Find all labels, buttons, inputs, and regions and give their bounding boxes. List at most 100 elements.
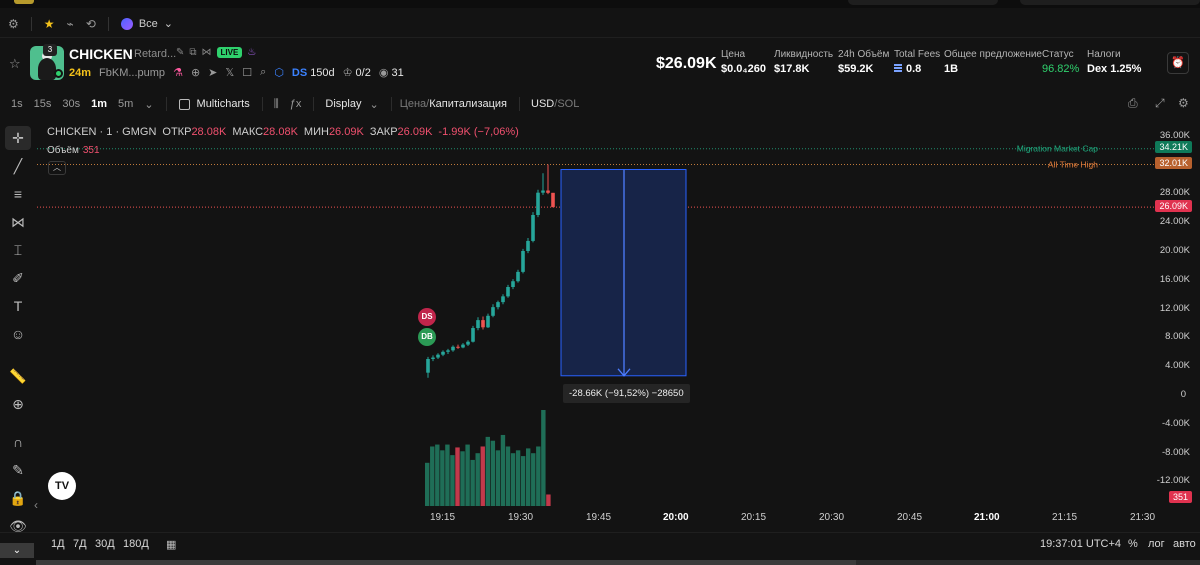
horizontal-lines-icon[interactable]: ≡ [13,186,23,202]
percent-toggle[interactable]: % [1128,538,1138,550]
ds-icon[interactable]: ⬡ [274,67,284,79]
app-logo[interactable] [14,0,34,4]
chain-select-label: Все [138,17,158,30]
x-icon[interactable]: 𝕏 [225,67,235,79]
lock-icon[interactable]: 🔒 [9,490,27,506]
usd-toggle[interactable]: USD [531,98,555,110]
indicators-icon[interactable]: ⫼ [273,97,279,110]
chain-select[interactable]: Все ⌄ [120,17,174,30]
candle-body [536,192,540,215]
token-address[interactable]: FbKM...pump [99,66,166,79]
chevron-down-icon[interactable]: ⌄ [144,98,154,111]
copy-icon[interactable]: ⧉ [189,47,197,58]
trendline-icon[interactable]: ╱ [13,158,23,174]
zoom-in-icon[interactable]: ⊕ [12,396,24,412]
clock-timezone[interactable]: 19:37:01 UTC+4 [1040,538,1122,550]
crosshair-icon[interactable]: ✛ [5,126,31,150]
volume-bar [520,456,526,506]
calendar-icon[interactable]: ▦ [166,539,177,551]
share-icon[interactable]: ⋈ [201,47,212,58]
range-7d[interactable]: 7Д [73,538,87,550]
legend-low-value: 26.09K [328,126,364,138]
star-icon[interactable]: ★ [43,16,55,31]
pump-icon[interactable]: ⚗ [173,67,183,79]
timeframe-5m[interactable]: 5m [118,98,134,110]
db-marker[interactable]: DB [418,328,436,346]
collapse-legend-button[interactable]: ︿ [48,161,66,175]
fullscreen-icon[interactable]: ⤢ [1155,96,1165,110]
display-button[interactable]: Display [325,98,362,110]
history-icon[interactable]: ⟲ [85,16,96,31]
top-search-pill[interactable] [848,0,998,5]
settings-icon[interactable]: ⚙ [1178,96,1189,110]
settings-icon[interactable]: ⚙ [8,16,19,31]
divider [390,97,392,111]
volume-bar [495,450,501,506]
favorite-star-icon[interactable]: ☆ [9,56,21,71]
price-toggle[interactable]: Цена [399,98,427,110]
multicharts-checkbox[interactable] [178,98,190,110]
globe-icon[interactable]: ⊕ [190,67,201,79]
x-tick-label: 19:30 [508,512,534,523]
edit-icon[interactable]: ✎ [176,47,185,58]
brush-icon[interactable]: ✐ [12,270,24,286]
legend-high: МАКС28.08K [232,126,298,138]
auto-toggle[interactable]: авто [1173,538,1196,550]
log-toggle[interactable]: лог [1148,538,1165,550]
range-180d[interactable]: 180Д [123,538,149,550]
top-account-pill[interactable] [1020,0,1200,5]
divider [519,97,521,111]
magnet-icon[interactable]: ∩ [12,434,24,450]
chevron-down-icon[interactable]: ⌄ [369,98,379,111]
legend-low: МИН26.09K [304,126,364,138]
mcap-toggle[interactable]: Капитализация [429,98,508,110]
candle-body [551,192,555,208]
legend-change: -1.99K (−7,06%) [438,126,519,138]
crown-icon: ♔ [342,67,353,79]
chevron-left-icon[interactable]: ‹ [34,498,38,512]
alarm-button[interactable]: ⏰ [1167,52,1189,74]
volume-bar [445,444,450,506]
stat-taxes: Налоги Dex 1.25% [1087,49,1141,75]
tradingview-logo[interactable]: TV [48,472,76,500]
lock-drawing-icon[interactable]: ✎ [12,462,24,478]
ruler-icon[interactable]: 📏 [9,368,27,384]
measure-icon[interactable]: ⌶ [13,242,23,258]
stat-status: Статус 96.82% [1042,49,1079,75]
camera-icon[interactable]: ⎙ [1128,96,1138,110]
function-icon[interactable]: ƒx [289,98,302,110]
chevron-down-icon: ⌄ [163,18,174,30]
price-chart[interactable]: Migration Market Cap All Time High [37,120,1197,530]
x-tick-label: 20:30 [819,512,845,523]
emoji-icon[interactable]: ☺ [10,326,26,342]
timeframe-30s[interactable]: 30s [62,98,81,110]
text-icon[interactable]: T [13,298,23,314]
range-30d[interactable]: 30Д [95,538,115,550]
legend-symbol: CHICKEN · 1 · GMGN [47,126,157,138]
chart-icon[interactable]: ⌁ [66,16,74,31]
avatar-body [38,58,56,80]
timeframe-15s[interactable]: 15s [33,98,52,110]
collapse-panel-button[interactable]: ⌄ [0,543,34,558]
ds-marker[interactable]: DS [418,308,436,326]
sol-toggle[interactable]: SOL [557,98,580,110]
volume-bars [425,410,551,506]
y-tick-label: 20.00K [1159,245,1190,256]
eye-icon[interactable]: 👁 [9,518,27,534]
legend-close-value: 26.09K [397,126,433,138]
avatar-head [42,51,52,61]
timeframe-1m[interactable]: 1m [91,98,108,110]
scrollbar-thumb[interactable] [36,560,856,565]
timeframe-1s[interactable]: 1s [11,98,23,110]
stat-label: Общее предложение [944,49,1042,60]
y-tick-label: 8.00K [1165,331,1190,343]
y-tick-label: 24.00K [1159,216,1190,228]
horizontal-scrollbar[interactable] [36,560,1200,565]
chart-toolbar: 1s 15s 30s 1m 5m ⌄ Multicharts ⫼ ƒx Disp… [0,93,1200,115]
telegram-icon[interactable]: ➤ [208,67,218,79]
y-tick-label: 36.00K [1159,129,1190,141]
chat-icon[interactable]: ☐ [242,67,253,79]
search-icon[interactable]: ⌕ [260,66,267,78]
range-1d[interactable]: 1Д [51,538,65,550]
pattern-icon[interactable]: ⋈ [11,214,25,230]
